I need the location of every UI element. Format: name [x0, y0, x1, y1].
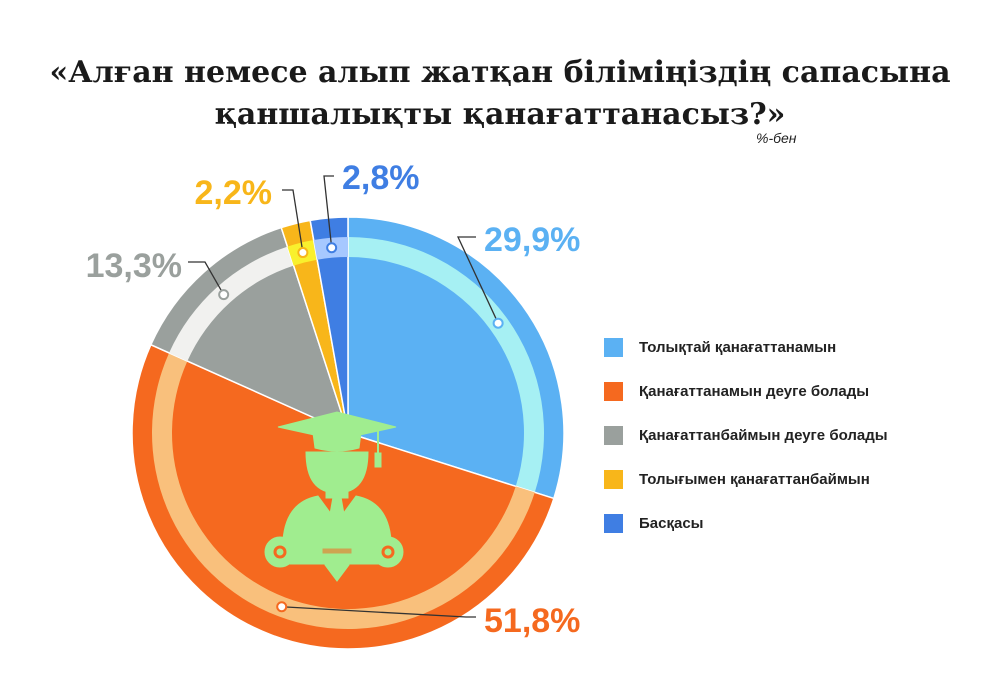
leader-dot	[326, 242, 338, 254]
title-line-2: қаншалықты қанағаттанасыз?»	[214, 97, 786, 132]
leader-line	[188, 261, 225, 295]
leader-dot	[492, 317, 504, 329]
pie-slice-ring	[169, 246, 294, 362]
legend-item: Толығымен қанағаттанбаймын	[604, 469, 888, 489]
data-label: 51,8%	[484, 602, 580, 640]
leader-line	[456, 236, 499, 324]
pie-slice	[347, 216, 565, 500]
pie-slices	[131, 216, 565, 650]
leader-line	[281, 606, 476, 618]
pie-slice	[149, 226, 350, 435]
legend-item: Қанағаттанамын деуге болады	[604, 381, 888, 401]
legend-label: Басқасы	[639, 514, 704, 532]
legend-item: Басқасы	[604, 513, 888, 533]
legend-item: Қанағаттанбаймын деуге болады	[604, 425, 888, 445]
data-label: 2,8%	[342, 159, 420, 197]
legend-label: Қанағаттанамын деуге болады	[639, 382, 870, 400]
legend-swatch	[604, 337, 623, 357]
legend-label: Қанағаттанбаймын деуге болады	[639, 426, 888, 444]
value-labels: 29,9% 51,8% 13,3% 2,2% 2,8%	[86, 159, 581, 640]
data-label: 13,3%	[86, 247, 182, 285]
legend-swatch	[604, 425, 623, 445]
graduate-icon	[264, 411, 404, 582]
legend-label: Толығымен қанағаттанбаймын	[639, 470, 870, 488]
leader-line	[282, 189, 304, 253]
leader-dot	[218, 289, 230, 301]
pie-slice-ring	[348, 237, 544, 493]
data-label: 29,9%	[484, 221, 580, 259]
legend-item: Толықтай қанағаттанамын	[604, 337, 888, 357]
legend-swatch	[604, 381, 623, 401]
legend-label: Толықтай қанағаттанамын	[639, 338, 837, 356]
data-label: 2,2%	[195, 174, 273, 212]
leader-dot	[276, 601, 288, 613]
legend-swatch	[604, 469, 623, 489]
unit-note: %-бен	[756, 130, 797, 146]
legend: Толықтай қанағаттанамын Қанағаттанамын д…	[604, 337, 888, 557]
leader-line	[323, 175, 334, 248]
leader-dot	[297, 247, 309, 259]
legend-swatch	[604, 513, 623, 533]
chart-title: «Алған немесе алып жатқан біліміңіздің с…	[0, 52, 1000, 136]
title-line-1: «Алған немесе алып жатқан біліміңіздің с…	[49, 55, 951, 90]
